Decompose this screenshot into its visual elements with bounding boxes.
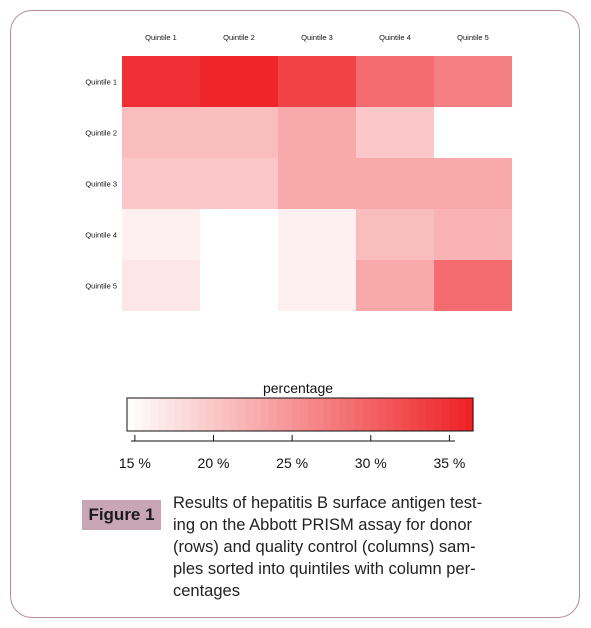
legend-color-step <box>142 398 152 431</box>
legend-color-step <box>244 398 254 431</box>
column-label: Quintile 5 <box>457 33 489 42</box>
heatmap-cell <box>122 56 200 107</box>
heatmap-cell <box>122 209 200 260</box>
legend-color-step <box>402 398 411 431</box>
legend-color-step <box>355 398 364 431</box>
heatmap-cell <box>122 107 200 158</box>
heatmap-cell <box>356 107 434 158</box>
heatmap-cell <box>434 56 512 107</box>
legend-color-step <box>347 398 356 431</box>
column-label: Quintile 2 <box>223 33 255 42</box>
legend-color-step <box>315 398 325 431</box>
legend-color-step <box>174 398 183 431</box>
legend-color-bar <box>126 397 474 432</box>
legend-color-step <box>134 398 144 431</box>
heatmap-cell <box>434 209 512 260</box>
row-label: Quintile 5 <box>85 282 117 291</box>
heatmap-cell <box>434 158 512 209</box>
heatmap-cell <box>356 158 434 209</box>
heatmap-cell <box>356 209 434 260</box>
legend-tick-label: 25 % <box>276 455 308 471</box>
legend-color-step <box>457 398 466 431</box>
heatmap-cell <box>278 56 356 107</box>
legend-color-step <box>425 398 435 431</box>
legend-color-step <box>417 398 427 431</box>
legend-tick-label: 20 % <box>198 455 230 471</box>
heatmap-cell <box>356 56 434 107</box>
legend-color-step <box>331 398 340 431</box>
row-label: Quintile 1 <box>85 78 117 87</box>
heatmap-cell <box>200 209 278 260</box>
figure-label: Figure 1 <box>82 500 161 530</box>
legend-color-step <box>292 398 301 431</box>
column-label: Quintile 4 <box>379 33 411 42</box>
legend-color-step <box>197 398 207 431</box>
legend-color-step <box>158 398 167 431</box>
legend-color-step <box>260 398 270 431</box>
legend-color-step <box>441 398 451 431</box>
row-label: Quintile 4 <box>85 231 117 240</box>
legend-color-step <box>182 398 191 431</box>
legend-color-step <box>394 398 403 431</box>
legend-color-step <box>252 398 262 431</box>
heatmap-cell <box>278 260 356 311</box>
legend-tick-label: 35 % <box>433 455 465 471</box>
legend-color-step <box>213 398 222 431</box>
heatmap-cell <box>356 260 434 311</box>
heatmap-cell <box>434 260 512 311</box>
legend-color-step <box>189 398 199 431</box>
legend-color-step <box>284 398 293 431</box>
heatmap-cell <box>200 56 278 107</box>
caption-line: ples sorted into quintiles with column p… <box>173 560 476 578</box>
caption-line: centages <box>173 582 240 600</box>
heatmap-cell <box>122 260 200 311</box>
legend-color-step <box>339 398 348 431</box>
heatmap-cell <box>200 158 278 209</box>
caption-line: Results of hepatitis B surface antigen t… <box>173 494 483 512</box>
legend-color-step <box>127 398 136 431</box>
figure-frame <box>10 10 580 618</box>
legend-color-step <box>268 398 278 431</box>
legend-color-step <box>307 398 317 431</box>
legend-color-step <box>465 398 474 431</box>
heatmap-cell <box>278 209 356 260</box>
legend-tick-label: 30 % <box>355 455 387 471</box>
legend-color-step <box>229 398 238 431</box>
legend-color-step <box>166 398 175 431</box>
legend-color-step <box>221 398 230 431</box>
legend-color-step <box>300 398 309 431</box>
legend-color-step <box>449 398 458 431</box>
heatmap-cell <box>200 260 278 311</box>
legend-color-step <box>362 398 372 431</box>
legend-color-step <box>386 398 395 431</box>
heatmap-chart: Quintile 1 Quintile 2 Quintile 3 Quintile 4… <box>85 33 512 471</box>
caption-line: ing on the Abbott PRISM assay for donor <box>173 516 473 534</box>
legend-title: percentage <box>263 380 333 396</box>
heatmap-cell <box>278 158 356 209</box>
heatmap-cell <box>434 107 512 158</box>
row-label: Quintile 3 <box>85 180 117 189</box>
legend-color-step <box>433 398 443 431</box>
legend-color-step <box>276 398 285 431</box>
column-label: Quintile 1 <box>145 33 177 42</box>
heatmap-cell <box>200 107 278 158</box>
heatmap-cell <box>122 158 200 209</box>
legend-tick-label: 15 % <box>119 455 151 471</box>
heatmap-cell <box>278 107 356 158</box>
figure-caption: Results of hepatitis B surface antigen t… <box>173 492 523 602</box>
row-label: Quintile 2 <box>85 129 117 138</box>
legend-color-step <box>410 398 419 431</box>
column-label: Quintile 3 <box>301 33 333 42</box>
legend-color-step <box>237 398 246 431</box>
caption-line: (rows) and quality control (columns) sam… <box>173 538 476 556</box>
legend-color-step <box>323 398 333 431</box>
legend-color-step <box>205 398 215 431</box>
legend-color-step <box>150 398 160 431</box>
legend-color-step <box>370 398 380 431</box>
legend-color-step <box>378 398 388 431</box>
